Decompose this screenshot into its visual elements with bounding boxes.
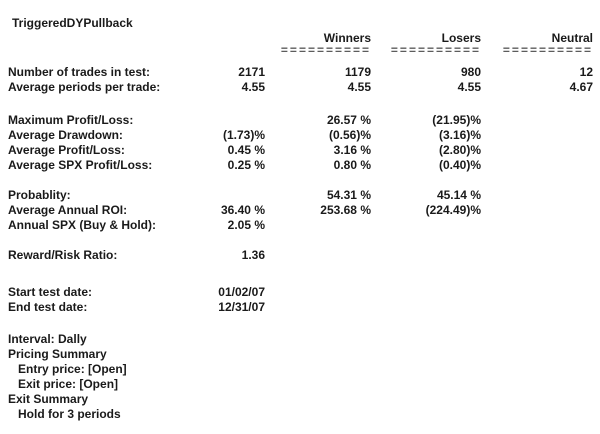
winners-value: (0.56)%	[328, 128, 371, 142]
winners-value: 0.80 %	[333, 158, 371, 172]
column-header-losers: Losers	[441, 31, 481, 45]
total-value: 0.45 %	[227, 143, 265, 157]
losers-value: (3.16)%	[438, 128, 481, 142]
losers-value	[371, 218, 481, 233]
losers-value	[371, 285, 481, 300]
total-value: 2.05 %	[227, 218, 265, 232]
winners-value: 54.31 %	[326, 188, 371, 202]
row-label: Average SPX Profit/Loss:	[8, 158, 153, 172]
header-spacer-total	[205, 31, 265, 46]
table-row: Average Profit/Loss: 0.45 % 3.16 % (2.80…	[8, 143, 600, 158]
total-value	[205, 113, 265, 128]
neutral-value	[481, 300, 593, 315]
winners-value: 26.57 %	[326, 113, 371, 127]
row-label: Annual SPX (Buy & Hold):	[8, 218, 156, 232]
winners-value	[265, 300, 371, 315]
winners-value	[265, 285, 371, 300]
hold-period-line: Hold for 3 periods	[18, 407, 121, 421]
header-spacer-label	[8, 31, 205, 46]
winners-value: 253.68 %	[320, 203, 371, 217]
losers-value	[371, 248, 481, 263]
row-label: Reward/Risk Ratio:	[8, 248, 118, 262]
column-separator-neutral: ==========	[502, 43, 593, 57]
row-label: Start test date:	[8, 285, 93, 299]
spacer	[8, 263, 600, 285]
total-value: 4.55	[241, 80, 265, 94]
neutral-value: 12	[579, 65, 593, 79]
row-label: Number of trades in test:	[8, 65, 151, 79]
table-row: Probablity: 54.31 % 45.14 %	[8, 188, 600, 203]
neutral-value: 4.67	[569, 80, 593, 94]
winners-value: 1179	[344, 65, 371, 79]
losers-value: 980	[460, 65, 481, 79]
column-header-row: Winners Losers Neutral	[8, 31, 600, 46]
row-label: Average Annual ROI:	[8, 203, 128, 217]
losers-value: 4.55	[457, 80, 481, 94]
interval-line: Interval: Dally	[8, 332, 87, 346]
table-row: Start test date: 01/02/07	[8, 285, 600, 300]
winners-value	[265, 248, 371, 263]
table-row: Average SPX Profit/Loss: 0.25 % 0.80 % (…	[8, 158, 600, 173]
exit-price-line: Exit price: [Open]	[18, 377, 119, 391]
losers-value: (2.80)%	[438, 143, 481, 157]
neutral-value	[481, 143, 593, 158]
total-value: 36.40 %	[220, 203, 265, 217]
row-label: Average Drawdown:	[8, 128, 123, 142]
total-value	[205, 188, 265, 203]
column-header-neutral: Neutral	[551, 31, 593, 45]
losers-value: (224.49)%	[425, 203, 481, 217]
losers-value: (0.40)%	[438, 158, 481, 172]
table-row: End test date: 12/31/07	[8, 300, 600, 315]
table-row: Average periods per trade: 4.55 4.55 4.5…	[8, 80, 600, 95]
table-row: Average Annual ROI: 36.40 % 253.68 % (22…	[8, 203, 600, 218]
losers-value	[371, 300, 481, 315]
winners-value: 4.55	[347, 80, 371, 94]
spacer	[8, 233, 600, 248]
total-value: (1.73)%	[222, 128, 265, 142]
neutral-value	[481, 158, 593, 173]
neutral-value	[481, 188, 593, 203]
table-row: Reward/Risk Ratio: 1.36	[8, 248, 600, 263]
losers-value: 45.14 %	[436, 188, 481, 202]
entry-price-line: Entry price: [Open]	[18, 362, 127, 376]
row-label: Probablity:	[8, 188, 71, 202]
total-value: 12/31/07	[218, 300, 265, 314]
neutral-value	[481, 113, 593, 128]
spacer	[8, 173, 600, 188]
spacer	[8, 315, 600, 332]
neutral-value	[481, 128, 593, 143]
table-row: Number of trades in test: 2171 1179 980 …	[8, 65, 600, 80]
exit-summary-heading: Exit Summary	[8, 392, 89, 406]
neutral-value	[481, 203, 593, 218]
column-separator-winners: ==========	[280, 43, 371, 57]
column-separator-losers: ==========	[390, 43, 481, 57]
neutral-value	[481, 248, 593, 263]
row-label: Maximum Profit/Loss:	[8, 113, 134, 127]
neutral-value	[481, 218, 593, 233]
winners-value: 3.16 %	[333, 143, 371, 157]
column-separator-row: ========== ========== ==========	[8, 43, 600, 57]
winners-value	[265, 218, 371, 233]
row-label: Average Profit/Loss:	[8, 143, 125, 157]
table-row: Annual SPX (Buy & Hold): 2.05 %	[8, 218, 600, 233]
spacer	[8, 95, 600, 113]
table-row: Average Drawdown: (1.73)% (0.56)% (3.16)…	[8, 128, 600, 143]
total-value: 1.36	[241, 248, 265, 262]
row-label: End test date:	[8, 300, 88, 314]
pricing-summary-heading: Pricing Summary	[8, 347, 107, 361]
report-title: TriggeredDYPullback	[12, 16, 133, 30]
column-header-winners: Winners	[323, 31, 371, 45]
total-value: 01/02/07	[218, 285, 265, 299]
losers-value: (21.95)%	[432, 113, 481, 127]
row-label: Average periods per trade:	[8, 80, 161, 94]
table-row: Maximum Profit/Loss: 26.57 % (21.95)%	[8, 113, 600, 128]
total-value: 0.25 %	[227, 158, 265, 172]
neutral-value	[481, 285, 593, 300]
total-value: 2171	[238, 65, 265, 79]
